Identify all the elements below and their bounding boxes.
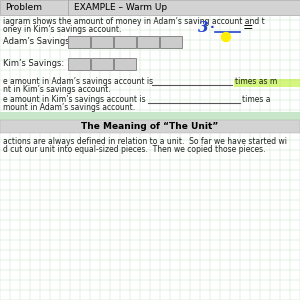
Text: iagram shows the amount of money in Adam’s saving account and t: iagram shows the amount of money in Adam… xyxy=(3,17,265,26)
Text: Kim’s Savings:: Kim’s Savings: xyxy=(3,59,64,68)
Text: Adam’s Savings:: Adam’s Savings: xyxy=(3,38,72,46)
Text: ·: · xyxy=(210,20,215,34)
Text: nt in Kim’s savings account.: nt in Kim’s savings account. xyxy=(3,85,111,94)
Text: oney in Kim’s savings account.: oney in Kim’s savings account. xyxy=(3,25,122,34)
Bar xyxy=(0,120,300,133)
Bar xyxy=(114,58,136,70)
Text: e amount in Kim’s savings account is: e amount in Kim’s savings account is xyxy=(3,95,146,104)
Text: d cut our unit into equal-sized pieces.  Then we copied those pieces.: d cut our unit into equal-sized pieces. … xyxy=(3,146,266,154)
Circle shape xyxy=(221,32,230,41)
Bar xyxy=(91,36,113,48)
Text: times a: times a xyxy=(242,95,271,104)
Bar xyxy=(0,112,300,120)
Text: 3: 3 xyxy=(198,21,208,35)
Bar xyxy=(160,36,182,48)
Text: times as m: times as m xyxy=(235,77,277,86)
Bar xyxy=(91,58,113,70)
Text: e amount in Adam’s savings account is: e amount in Adam’s savings account is xyxy=(3,77,153,86)
Bar xyxy=(137,36,159,48)
Bar xyxy=(0,0,300,15)
Text: The Meaning of “The Unit”: The Meaning of “The Unit” xyxy=(81,122,219,131)
Bar xyxy=(68,58,90,70)
Bar xyxy=(68,36,90,48)
Text: EXAMPLE – Warm Up: EXAMPLE – Warm Up xyxy=(74,3,167,12)
Text: actions are always defined in relation to a unit.  So far we have started wi: actions are always defined in relation t… xyxy=(3,137,287,146)
Text: mount in Adam’s savings account.: mount in Adam’s savings account. xyxy=(3,103,135,112)
Text: =: = xyxy=(243,22,254,34)
Bar xyxy=(234,79,300,86)
Text: Problem: Problem xyxy=(5,3,42,12)
Bar xyxy=(114,36,136,48)
